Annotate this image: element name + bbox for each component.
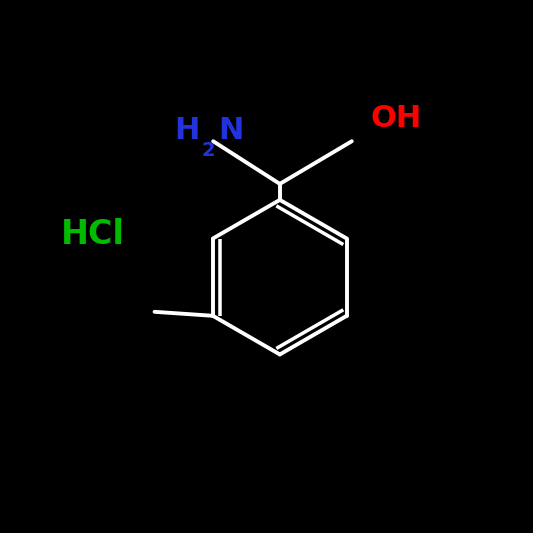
Text: 2: 2 <box>201 141 215 160</box>
Text: HCl: HCl <box>61 218 125 251</box>
Text: OH: OH <box>370 104 422 133</box>
Text: N: N <box>219 116 244 145</box>
Text: H: H <box>174 116 200 145</box>
